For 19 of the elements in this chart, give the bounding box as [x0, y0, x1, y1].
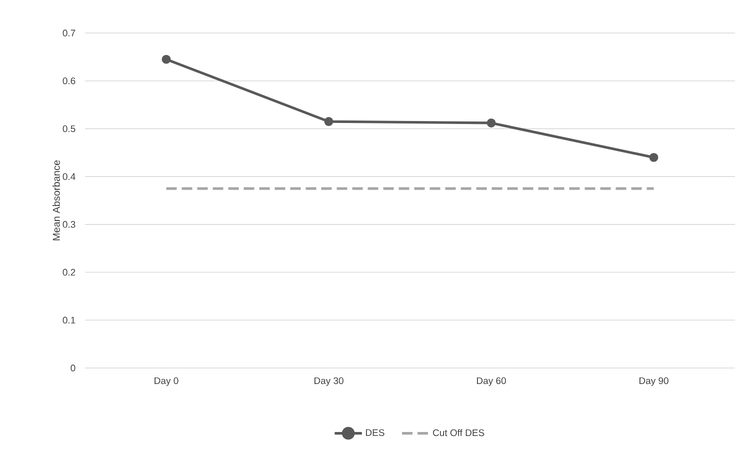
point — [162, 54, 171, 64]
y-axis-title: Mean Absorbance — [52, 160, 60, 240]
y-tick-label: 0.2 — [62, 268, 76, 276]
y-tick-label: 0.6 — [62, 77, 76, 84]
y-tick-label: 0.5 — [62, 125, 76, 132]
point — [324, 117, 334, 126]
x-tick-label: Day 0 — [154, 377, 178, 386]
y-tick-label: 0.4 — [62, 173, 76, 180]
point — [649, 152, 658, 162]
y-tick-label: 0.3 — [62, 221, 76, 228]
point — [486, 118, 496, 128]
legend-label: DES — [366, 429, 384, 436]
y-tick-label: 0.7 — [62, 30, 76, 36]
legend-label: Cut Off DES — [433, 429, 484, 436]
y-tick-label: 0 — [70, 364, 76, 372]
x-tick-label: Day 60 — [476, 377, 506, 386]
x-tick-label: Day 30 — [314, 377, 344, 386]
x-tick-label: Day 90 — [639, 377, 668, 386]
y-tick-label: 0.1 — [62, 316, 76, 324]
